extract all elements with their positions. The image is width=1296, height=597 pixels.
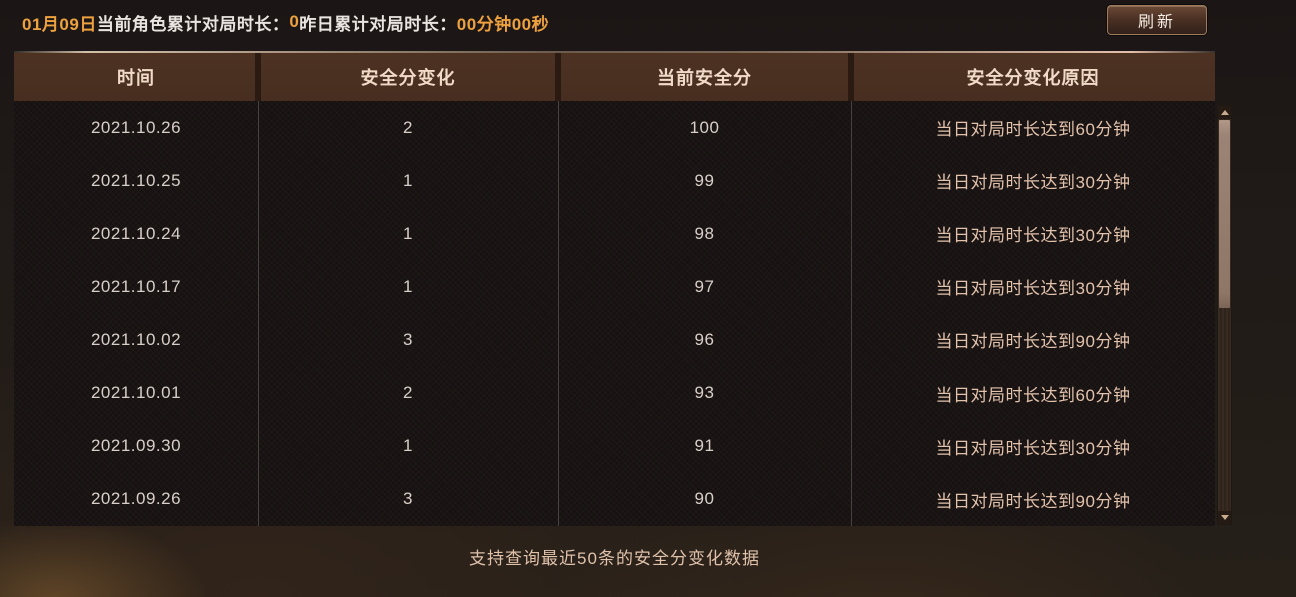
table-cell: 1 [403,276,413,296]
column-header-change: 安全分变化 [360,68,456,88]
column-divider [258,101,259,526]
column-divider [558,101,559,526]
table-cell: 98 [694,223,715,243]
table-cell: 当日对局时长达到30分钟 [935,226,1131,246]
query-limit-note: 支持查询最近50条的安全分变化数据 [469,549,760,568]
table-cell: 2021.09.26 [90,489,182,509]
table-cell: 90 [694,489,715,509]
table-cell: 97 [694,276,715,296]
table-cell: 2021.10.26 [90,117,182,137]
table-top-highlight [14,51,1215,53]
scroll-down-button[interactable] [1218,511,1231,524]
yesterday-playtime-label: 昨日累计对局时长： [299,14,457,34]
table-row: 2021.09.30 1 91 当日对局时长达到30分钟 [14,420,1215,473]
table-cell: 当日对局时长达到30分钟 [935,173,1131,193]
table-cell: 当日对局时长达到60分钟 [935,120,1131,140]
table-cell: 2021.09.30 [90,436,182,456]
table-header-row: 时间 安全分变化 当前安全分 安全分变化原因 [14,53,1215,101]
header-divider [255,53,261,101]
table-row: 2021.10.26 2 100 当日对局时长达到60分钟 [14,101,1215,154]
column-header-reason: 安全分变化原因 [966,68,1100,88]
column-header-score: 当前安全分 [657,68,752,88]
refresh-button[interactable]: 刷新 [1107,5,1207,35]
table-cell: 1 [403,223,413,243]
table-cell: 99 [694,170,715,190]
table-row: 2021.10.24 1 98 当日对局时长达到30分钟 [14,207,1215,260]
playtime-status-bar: 01月09日 当前角色累计对局时长： 0 昨日累计对局时长： 00分钟00秒 [22,9,549,35]
scrollbar-thumb[interactable] [1219,120,1230,308]
table-cell: 2021.10.24 [90,223,182,243]
table-cell: 1 [403,436,413,456]
table-cell: 2 [403,117,413,137]
yesterday-playtime-value: 00分钟00秒 [456,14,550,34]
table-cell: 当日对局时长达到30分钟 [935,279,1131,299]
header-divider [848,53,854,101]
table-row: 2021.09.26 3 90 当日对局时长达到90分钟 [14,473,1215,526]
table-cell: 93 [694,383,715,403]
today-playtime-label: 当前角色累计对局时长： [96,14,290,34]
table-scrollbar[interactable] [1217,105,1232,525]
table-cell: 2021.10.01 [90,383,182,403]
table-cell: 2021.10.17 [90,276,182,296]
arrow-down-icon [1220,515,1229,520]
table-cell: 当日对局时长达到30分钟 [935,438,1131,458]
current-date: 01月09日 [22,14,97,34]
table-cell: 3 [403,329,413,349]
scroll-up-button[interactable] [1218,106,1231,119]
table-cell: 3 [403,489,413,509]
table-cell: 2021.10.25 [90,170,182,190]
table-cell: 当日对局时长达到90分钟 [935,332,1131,352]
table-body: 2021.10.26 2 100 当日对局时长达到60分钟 2021.10.25 1 99 当… [14,101,1215,526]
table-cell: 96 [694,329,715,349]
table-cell: 2021.10.02 [90,329,182,349]
table-cell: 1 [403,170,413,190]
table-row: 2021.10.25 1 99 当日对局时长达到30分钟 [14,154,1215,207]
table-cell: 91 [694,436,715,456]
table-cell: 2 [403,383,413,403]
security-score-table: 时间 安全分变化 当前安全分 安全分变化原因 2021.10.26 2 100 当日对… [14,51,1215,526]
table-cell: 当日对局时长达到60分钟 [935,385,1131,405]
table-cell: 100 [689,117,720,137]
table-cell: 当日对局时长达到90分钟 [935,491,1131,511]
today-playtime-value: 0 [289,12,300,31]
header-divider [555,53,561,101]
table-row: 2021.10.01 2 93 当日对局时长达到60分钟 [14,366,1215,419]
column-divider [851,101,852,526]
arrow-up-icon [1220,110,1229,115]
table-row: 2021.10.02 3 96 当日对局时长达到90分钟 [14,313,1215,366]
table-row: 2021.10.17 1 97 当日对局时长达到30分钟 [14,260,1215,313]
column-header-time: 时间 [117,68,155,88]
